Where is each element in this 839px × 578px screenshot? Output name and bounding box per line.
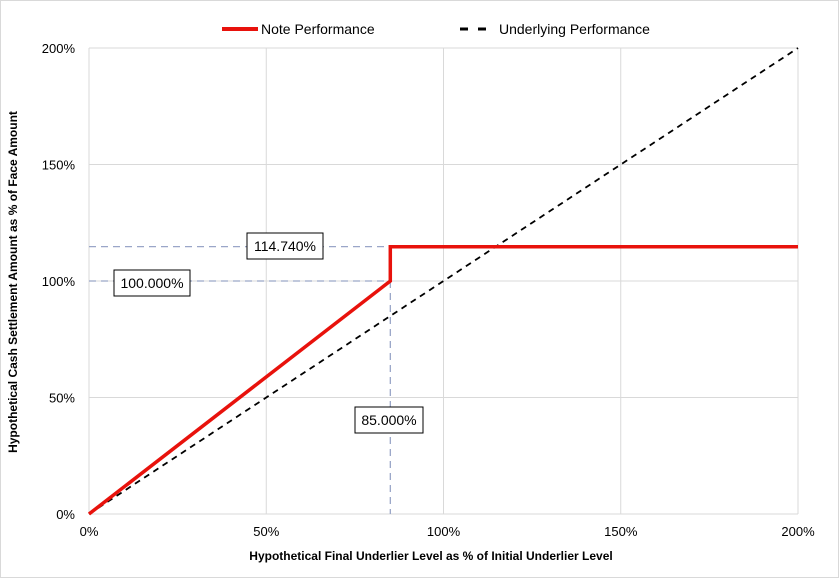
- legend-label-underlying-performance: Underlying Performance: [499, 21, 650, 37]
- tick-labels: 0% 50% 100% 150% 200% 0% 50% 100% 150% 200%: [42, 41, 815, 539]
- series-lines: [87, 47, 799, 516]
- y-tick-label: 50%: [49, 391, 75, 406]
- legend: Note Performance Underlying Performance: [222, 21, 650, 37]
- annotation-label: 114.740%: [254, 238, 316, 254]
- annotations: 114.740% 100.000% 85.000%: [113, 232, 424, 434]
- y-tick-label: 100%: [42, 274, 76, 289]
- annotation-callout: 100.000%: [113, 269, 191, 297]
- x-tick-label: 100%: [427, 524, 461, 539]
- x-tick-label: 0%: [80, 524, 99, 539]
- annotation-box: [246, 232, 324, 260]
- x-axis-title: Hypothetical Final Underlier Level as % …: [249, 549, 612, 563]
- annotation-callout: 114.740%: [246, 232, 324, 260]
- series-line-underlying-performance: [88, 47, 799, 515]
- y-tick-label: 150%: [42, 158, 76, 173]
- x-tick-label: 200%: [781, 524, 815, 539]
- y-tick-label: 0%: [56, 507, 75, 522]
- x-tick-label: 150%: [604, 524, 638, 539]
- annotation-label: 85.000%: [361, 412, 416, 428]
- annotation-box: [354, 406, 424, 434]
- x-tick-label: 50%: [253, 524, 279, 539]
- series-line-note-performance: [87, 244, 798, 516]
- annotation-box: [113, 269, 191, 297]
- y-axis-title: Hypothetical Cash Settlement Amount as %…: [6, 111, 20, 453]
- legend-label-note-performance: Note Performance: [261, 21, 375, 37]
- y-tick-label: 200%: [42, 41, 76, 56]
- annotation-callout: 85.000%: [354, 406, 424, 434]
- annotation-label: 100.000%: [120, 275, 183, 291]
- gridlines: [88, 47, 799, 515]
